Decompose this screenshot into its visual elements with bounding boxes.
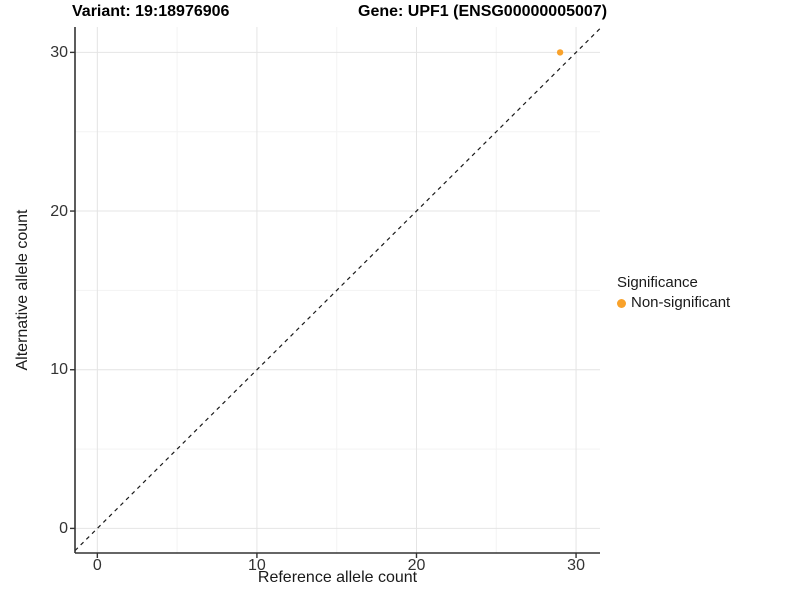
data-point bbox=[556, 49, 564, 56]
y-tick-label: 10 bbox=[50, 361, 68, 379]
legend-item-label: Non-significant bbox=[631, 294, 731, 311]
x-axis-title: Reference allele count bbox=[257, 569, 418, 586]
variant-title: Variant: 19:18976906 bbox=[72, 3, 230, 20]
y-axis-title: Alternative allele count bbox=[14, 209, 31, 371]
legend-point-icon bbox=[617, 298, 626, 308]
legend-title: Significance bbox=[617, 274, 698, 291]
identity-reference-line bbox=[74, 28, 601, 552]
x-tick-label: 0 bbox=[92, 557, 102, 574]
gene-title: Gene: UPF1 (ENSG00000005007) bbox=[358, 3, 608, 20]
legend: Significance Non-significant bbox=[617, 274, 730, 312]
y-tick-label: 0 bbox=[59, 519, 68, 537]
y-tick-label: 30 bbox=[50, 43, 68, 61]
legend-item-non-significant: Non-significant bbox=[617, 294, 730, 312]
x-tick-label: 20 bbox=[407, 557, 426, 574]
x-tick-label: 10 bbox=[248, 557, 266, 574]
y-tick-label: 20 bbox=[50, 202, 68, 220]
x-tick-label: 30 bbox=[567, 557, 585, 574]
